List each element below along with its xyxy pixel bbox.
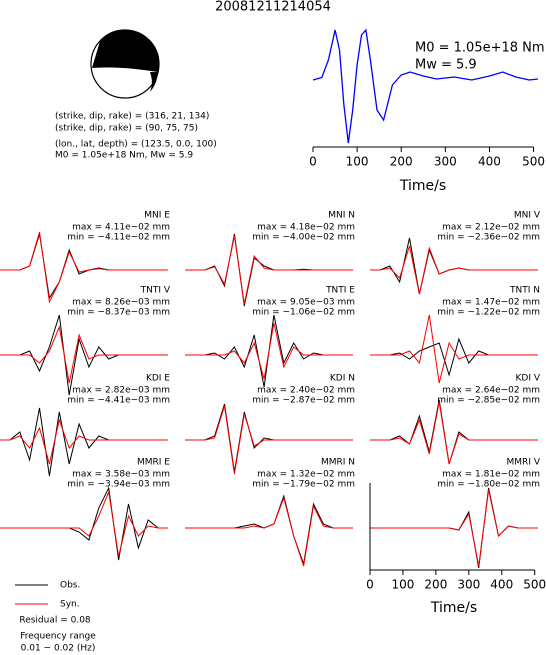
amp-min: min = −1.06e−02 mm	[252, 308, 355, 318]
station-label: MNI E	[144, 211, 170, 221]
observed-trace	[370, 399, 538, 465]
amp-max: max = 2.82e−03 mm	[72, 386, 170, 396]
x-tick-label: 400	[478, 155, 501, 169]
mechanism-text: (lon., lat, depth) = (123.5, 0.0, 100)	[55, 140, 217, 150]
mechanism-text: (strike, dip, rake) = (316, 21, 134)	[55, 112, 209, 122]
amp-max: max = 2.12e−02 mm	[442, 223, 540, 233]
amp-max: max = 1.47e−02 mm	[442, 298, 540, 308]
x-tick-label: 300	[457, 578, 480, 592]
synthetic-trace	[370, 489, 538, 567]
x-tick-label: 0	[366, 578, 374, 592]
synthetic-trace	[185, 496, 353, 567]
amp-min: min = −1.79e−02 mm	[252, 480, 355, 490]
station-label: TNTI E	[325, 286, 355, 296]
freq-label: Frequency range	[20, 632, 96, 642]
annotation: Mw = 5.9	[415, 58, 477, 73]
amp-min: min = −8.37e−03 mm	[67, 308, 170, 318]
amp-min: min = −4.00e−02 mm	[252, 233, 355, 243]
synthetic-trace	[0, 325, 168, 384]
x-tick-label: 500	[522, 155, 545, 169]
amp-min: min = −1.80e−02 mm	[437, 480, 540, 490]
station-label: MMRI N	[321, 458, 355, 468]
station-label: TNTI N	[509, 286, 540, 296]
amp-min: min = −4.41e−03 mm	[67, 396, 170, 406]
synthetic-trace	[0, 231, 168, 304]
x-tick-label: 300	[434, 155, 457, 169]
station-label: MNI N	[328, 211, 355, 221]
station-label: MMRI E	[137, 458, 170, 468]
synthetic-trace	[0, 418, 168, 465]
x-tick-label: 400	[490, 578, 513, 592]
amp-max: max = 1.32e−02 mm	[257, 470, 355, 480]
source-time-function	[312, 28, 539, 144]
synthetic-trace	[370, 245, 538, 295]
x-axis-label: Time/s	[399, 178, 446, 194]
station-label: MNI V	[514, 211, 541, 221]
amp-max: max = 2.40e−02 mm	[257, 386, 355, 396]
amp-min: min = −3.94e−03 mm	[67, 480, 170, 490]
amp-min: min = −2.85e−02 mm	[437, 396, 540, 406]
observed-trace	[185, 494, 353, 565]
beachball	[90, 29, 160, 99]
x-tick-label: 200	[390, 155, 413, 169]
observed-trace	[370, 337, 538, 377]
amp-max: max = 2.64e−02 mm	[442, 386, 540, 396]
legend-label: Obs.	[60, 581, 80, 591]
amp-max: max = 9.05e−03 mm	[257, 298, 355, 308]
amp-max: max = 8.26e−03 mm	[72, 298, 170, 308]
title: 20081211214054	[215, 0, 331, 15]
x-tick-label: 500	[523, 578, 546, 592]
annotation: M0 = 1.05e+18 Nm	[415, 41, 545, 56]
x-axis-label: Time/s	[430, 600, 477, 616]
synthetic-trace	[370, 314, 538, 384]
synthetic-trace	[0, 490, 168, 557]
x-tick-label: 100	[391, 578, 414, 592]
freq-range: 0.01 − 0.02 (Hz)	[21, 644, 96, 654]
amp-min: min = −2.36e−02 mm	[437, 233, 540, 243]
amp-max: max = 4.18e−02 mm	[257, 223, 355, 233]
amp-max: max = 3.58e−03 mm	[72, 470, 170, 480]
station-label: KDI N	[330, 374, 355, 384]
x-tick-label: 0	[309, 155, 317, 169]
synthetic-trace	[185, 405, 353, 475]
x-tick-label: 100	[346, 155, 369, 169]
station-label: KDI V	[515, 374, 540, 384]
amp-min: min = −2.87e−02 mm	[252, 396, 355, 406]
mechanism-text: (strike, dip, rake) = (90, 75, 75)	[55, 124, 198, 134]
synthetic-trace	[370, 401, 538, 465]
station-label: MMRI V	[507, 458, 541, 468]
amp-min: min = −1.22e−02 mm	[437, 308, 540, 318]
observed-trace	[0, 486, 168, 561]
x-tick-label: 200	[424, 578, 447, 592]
residual: Residual = 0.08	[19, 616, 91, 626]
station-label: TNTI V	[140, 286, 171, 296]
station-label: KDI E	[146, 374, 170, 384]
amp-max: max = 1.81e−02 mm	[442, 470, 540, 480]
synthetic-trace	[185, 235, 353, 305]
amp-max: max = 4.11e−02 mm	[72, 223, 170, 233]
synthetic-trace	[185, 322, 353, 380]
legend-label: Syn.	[60, 600, 80, 610]
mechanism-text: M0 = 1.05e+18 Nm, Mw = 5.9	[55, 151, 193, 161]
amp-min: min = −4.11e−02 mm	[67, 233, 170, 243]
